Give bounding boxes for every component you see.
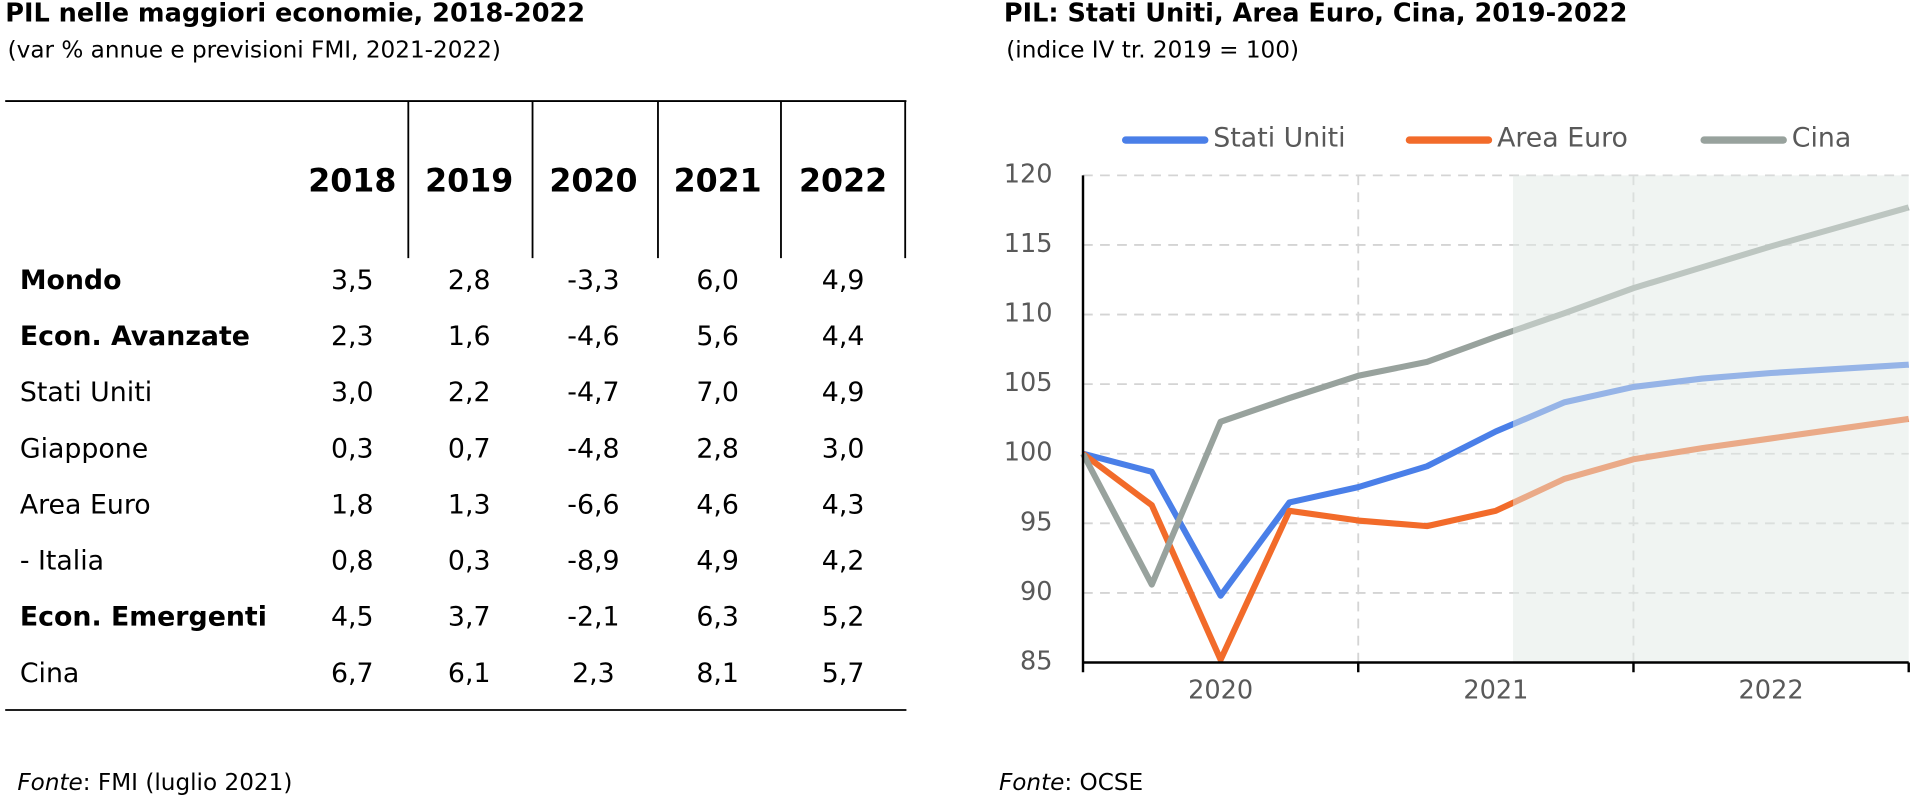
cell: 6,7 bbox=[331, 658, 374, 689]
row-label: Giappone bbox=[20, 433, 148, 464]
cell: 1,3 bbox=[448, 489, 491, 520]
source-label: Fonte bbox=[17, 770, 82, 796]
cell: 8,1 bbox=[696, 658, 739, 689]
table-title: PIL nelle maggiori economie, 2018-2022 bbox=[5, 0, 585, 29]
legend-label: Stati Uniti bbox=[1213, 122, 1345, 153]
forecast-shade bbox=[1513, 175, 1909, 663]
column-header: 2020 bbox=[549, 164, 637, 200]
cell: -4,6 bbox=[567, 321, 619, 352]
column-header: 2018 bbox=[308, 164, 396, 200]
column-header: 2021 bbox=[674, 164, 762, 200]
legend-label: Cina bbox=[1792, 122, 1852, 153]
cell: 4,9 bbox=[822, 377, 865, 408]
cell: 6,1 bbox=[448, 658, 491, 689]
y-tick-label: 95 bbox=[1020, 507, 1053, 537]
row-label: Mondo bbox=[20, 265, 122, 296]
y-tick-label: 110 bbox=[1004, 299, 1053, 329]
x-tick-label: 2021 bbox=[1463, 676, 1528, 706]
y-tick-label: 100 bbox=[1004, 438, 1053, 468]
row-label: Area Euro bbox=[20, 489, 151, 520]
cell: 2,2 bbox=[448, 377, 491, 408]
cell: 3,7 bbox=[448, 602, 491, 633]
cell: 2,3 bbox=[572, 658, 615, 689]
cell: 0,7 bbox=[448, 433, 491, 464]
cell: 4,4 bbox=[822, 321, 865, 352]
cell: 2,3 bbox=[331, 321, 374, 352]
y-tick-label: 105 bbox=[1004, 368, 1053, 398]
cell: 4,9 bbox=[696, 546, 739, 577]
table-subtitle: (var % annue e previsioni FMI, 2021-2022… bbox=[8, 38, 501, 64]
column-header: 2019 bbox=[425, 164, 513, 200]
cell: -3,3 bbox=[567, 265, 619, 296]
cell: 3,0 bbox=[331, 377, 374, 408]
chart: 85 90 95 100 105 110 115 120 Stati Uniti Area Eur… bbox=[1004, 122, 1910, 706]
source: Fonte: FMI (luglio 2021) bbox=[17, 770, 292, 796]
y-tick-label: 90 bbox=[1020, 577, 1053, 607]
cell: 0,3 bbox=[448, 546, 491, 577]
cell: 5,7 bbox=[822, 658, 865, 689]
x-tick-label: 2020 bbox=[1188, 676, 1253, 706]
x-tick-label: 2022 bbox=[1739, 676, 1804, 706]
row-label: Econ. Emergenti bbox=[20, 602, 267, 633]
cell: 0,8 bbox=[331, 546, 374, 577]
cell: 5,6 bbox=[696, 321, 739, 352]
cell: -4,7 bbox=[567, 377, 619, 408]
cell: 1,6 bbox=[448, 321, 491, 352]
row-label: Econ. Avanzate bbox=[20, 321, 250, 352]
cell: 4,9 bbox=[822, 265, 865, 296]
source-text: : FMI (luglio 2021) bbox=[83, 770, 293, 796]
cell: 3,0 bbox=[822, 433, 865, 464]
cell: 4,6 bbox=[696, 489, 739, 520]
row-label: Cina bbox=[20, 658, 80, 689]
y-tick-label: 120 bbox=[1004, 159, 1053, 189]
cell: 2,8 bbox=[448, 265, 491, 296]
row-label: - Italia bbox=[20, 546, 104, 577]
column-header: 2022 bbox=[799, 164, 887, 200]
chart-subtitle: (indice IV tr. 2019 = 100) bbox=[1006, 38, 1299, 64]
cell: -2,1 bbox=[567, 602, 619, 633]
cell: 4,3 bbox=[822, 489, 865, 520]
cell: -4,8 bbox=[567, 433, 619, 464]
cell: 2,8 bbox=[696, 433, 739, 464]
y-tick-label: 85 bbox=[1020, 647, 1053, 677]
cell: 5,2 bbox=[822, 602, 865, 633]
cell: 4,2 bbox=[822, 546, 865, 577]
source-label: Fonte bbox=[999, 770, 1064, 796]
legend-label: Area Euro bbox=[1497, 122, 1628, 153]
cell: -8,9 bbox=[567, 546, 619, 577]
cell: 0,3 bbox=[331, 433, 374, 464]
cell: 6,0 bbox=[696, 265, 739, 296]
cell: 3,5 bbox=[331, 265, 374, 296]
cell: 4,5 bbox=[331, 602, 374, 633]
chart-title: PIL: Stati Uniti, Area Euro, Cina, 2019-… bbox=[1004, 0, 1628, 29]
row-label: Stati Uniti bbox=[20, 377, 152, 408]
source-text: : OCSE bbox=[1064, 770, 1143, 796]
y-tick-label: 115 bbox=[1004, 229, 1053, 259]
source: Fonte: OCSE bbox=[999, 770, 1143, 796]
cell: 7,0 bbox=[696, 377, 739, 408]
cell: 1,8 bbox=[331, 489, 374, 520]
table: 2018 2019 2020 2021 2022 Mondo 3,5 2,8 -3,3 6,0 4,… bbox=[5, 100, 907, 711]
cell: -6,6 bbox=[567, 489, 619, 520]
cell: 6,3 bbox=[696, 602, 739, 633]
